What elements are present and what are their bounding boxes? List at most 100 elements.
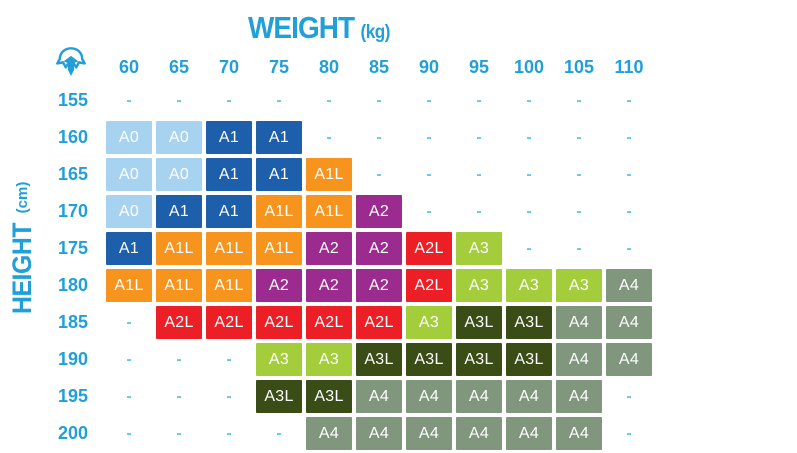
chart-title-text: WEIGHT: [248, 10, 355, 45]
size-cell-a2l: A2L: [406, 269, 452, 302]
size-cell-a1: A1: [206, 121, 252, 154]
empty-cell: -: [526, 165, 532, 183]
size-cell-a1l: A1L: [106, 269, 152, 302]
empty-cell: -: [476, 165, 482, 183]
empty-cell: -: [426, 128, 432, 146]
size-cell-a4: A4: [356, 417, 402, 450]
size-cell-a4: A4: [406, 417, 452, 450]
size-cell-a3: A3: [506, 269, 552, 302]
empty-cell: -: [276, 424, 282, 442]
height-label: 195: [57, 386, 88, 406]
empty-cell: -: [426, 165, 432, 183]
height-label: 165: [57, 164, 88, 184]
size-cell-a2l: A2L: [206, 306, 252, 339]
height-label: 180: [57, 275, 88, 295]
size-cell-a4: A4: [356, 380, 402, 413]
empty-cell: -: [626, 424, 632, 442]
size-cell-a4: A4: [556, 380, 602, 413]
helmet-icon: [40, 47, 102, 80]
empty-cell: -: [526, 128, 532, 146]
empty-cell: -: [126, 350, 132, 368]
size-cell-a2l: A2L: [256, 306, 302, 339]
size-cell-a1l: A1L: [156, 269, 202, 302]
weight-label: 65: [168, 56, 190, 77]
size-cell-a4: A4: [506, 417, 552, 450]
size-cell-a4: A4: [306, 417, 352, 450]
height-label: 200: [57, 423, 88, 443]
chart-title-unit: (kg): [360, 22, 391, 43]
height-label: 155: [57, 90, 88, 110]
size-cell-a1l: A1L: [306, 195, 352, 228]
weight-label: 110: [614, 56, 644, 77]
y-axis-title-text: HEIGHT: [6, 223, 37, 315]
size-cell-a1l: A1L: [156, 232, 202, 265]
y-axis-title-unit: (cm): [13, 181, 31, 214]
empty-cell: -: [626, 202, 632, 220]
weight-label: 80: [318, 56, 340, 77]
weight-label: 60: [118, 56, 140, 77]
height-label: 190: [57, 349, 88, 369]
size-cell-a1: A1: [206, 195, 252, 228]
size-cell-a0: A0: [106, 195, 152, 228]
size-cell-a0: A0: [106, 121, 152, 154]
weight-label: 100: [513, 56, 545, 77]
size-cell-a3: A3: [406, 306, 452, 339]
empty-cell: -: [626, 387, 632, 405]
size-cell-a2: A2: [356, 269, 402, 302]
empty-cell: -: [176, 350, 182, 368]
empty-cell: -: [576, 239, 582, 257]
empty-cell: -: [576, 165, 582, 183]
size-cell-a3l: A3L: [456, 306, 502, 339]
size-cell-a3l: A3L: [506, 306, 552, 339]
size-cell-a3l: A3L: [356, 343, 402, 376]
size-cell-a3l: A3L: [406, 343, 452, 376]
size-cell-a1l: A1L: [306, 158, 352, 191]
empty-cell: -: [126, 313, 132, 331]
empty-cell: -: [226, 350, 232, 368]
empty-cell: -: [476, 128, 482, 146]
size-cell-a4: A4: [456, 417, 502, 450]
empty-cell: -: [526, 91, 532, 109]
size-cell-a2: A2: [256, 269, 302, 302]
size-cell-a0: A0: [156, 121, 202, 154]
empty-cell: -: [626, 239, 632, 257]
size-cell-a2: A2: [356, 232, 402, 265]
y-axis-title: HEIGHT (cm): [2, 140, 42, 360]
size-cell-a1: A1: [156, 195, 202, 228]
size-cell-a4: A4: [556, 343, 602, 376]
empty-cell: -: [626, 165, 632, 183]
empty-cell: -: [426, 91, 432, 109]
size-cell-a1l: A1L: [256, 195, 302, 228]
empty-cell: -: [526, 202, 532, 220]
empty-cell: -: [226, 424, 232, 442]
empty-cell: -: [576, 202, 582, 220]
size-cell-a2l: A2L: [406, 232, 452, 265]
empty-cell: -: [626, 91, 632, 109]
size-grid: 60 65 70 75 80 85 90 95 100 105 110 155 - - - - - - - - - - - 1…: [40, 47, 652, 450]
size-cell-a4: A4: [606, 343, 652, 376]
size-cell-a1: A1: [256, 158, 302, 191]
size-cell-a3: A3: [456, 232, 502, 265]
empty-cell: -: [226, 91, 232, 109]
empty-cell: -: [126, 91, 132, 109]
empty-cell: -: [276, 91, 282, 109]
size-cell-a4: A4: [456, 380, 502, 413]
weight-label: 90: [418, 56, 440, 77]
size-cell-a3: A3: [556, 269, 602, 302]
weight-label: 75: [268, 56, 290, 77]
height-label: 175: [57, 238, 88, 258]
empty-cell: -: [426, 202, 432, 220]
empty-cell: -: [126, 387, 132, 405]
height-label: 160: [57, 127, 88, 147]
size-cell-a3l: A3L: [506, 343, 552, 376]
empty-cell: -: [476, 91, 482, 109]
empty-cell: -: [326, 91, 332, 109]
height-label: 185: [57, 312, 88, 332]
size-cell-a1: A1: [206, 158, 252, 191]
size-cell-a4: A4: [556, 417, 602, 450]
weight-label: 105: [563, 56, 595, 77]
size-cell-a0: A0: [106, 158, 152, 191]
empty-cell: -: [626, 128, 632, 146]
size-cell-a2l: A2L: [356, 306, 402, 339]
